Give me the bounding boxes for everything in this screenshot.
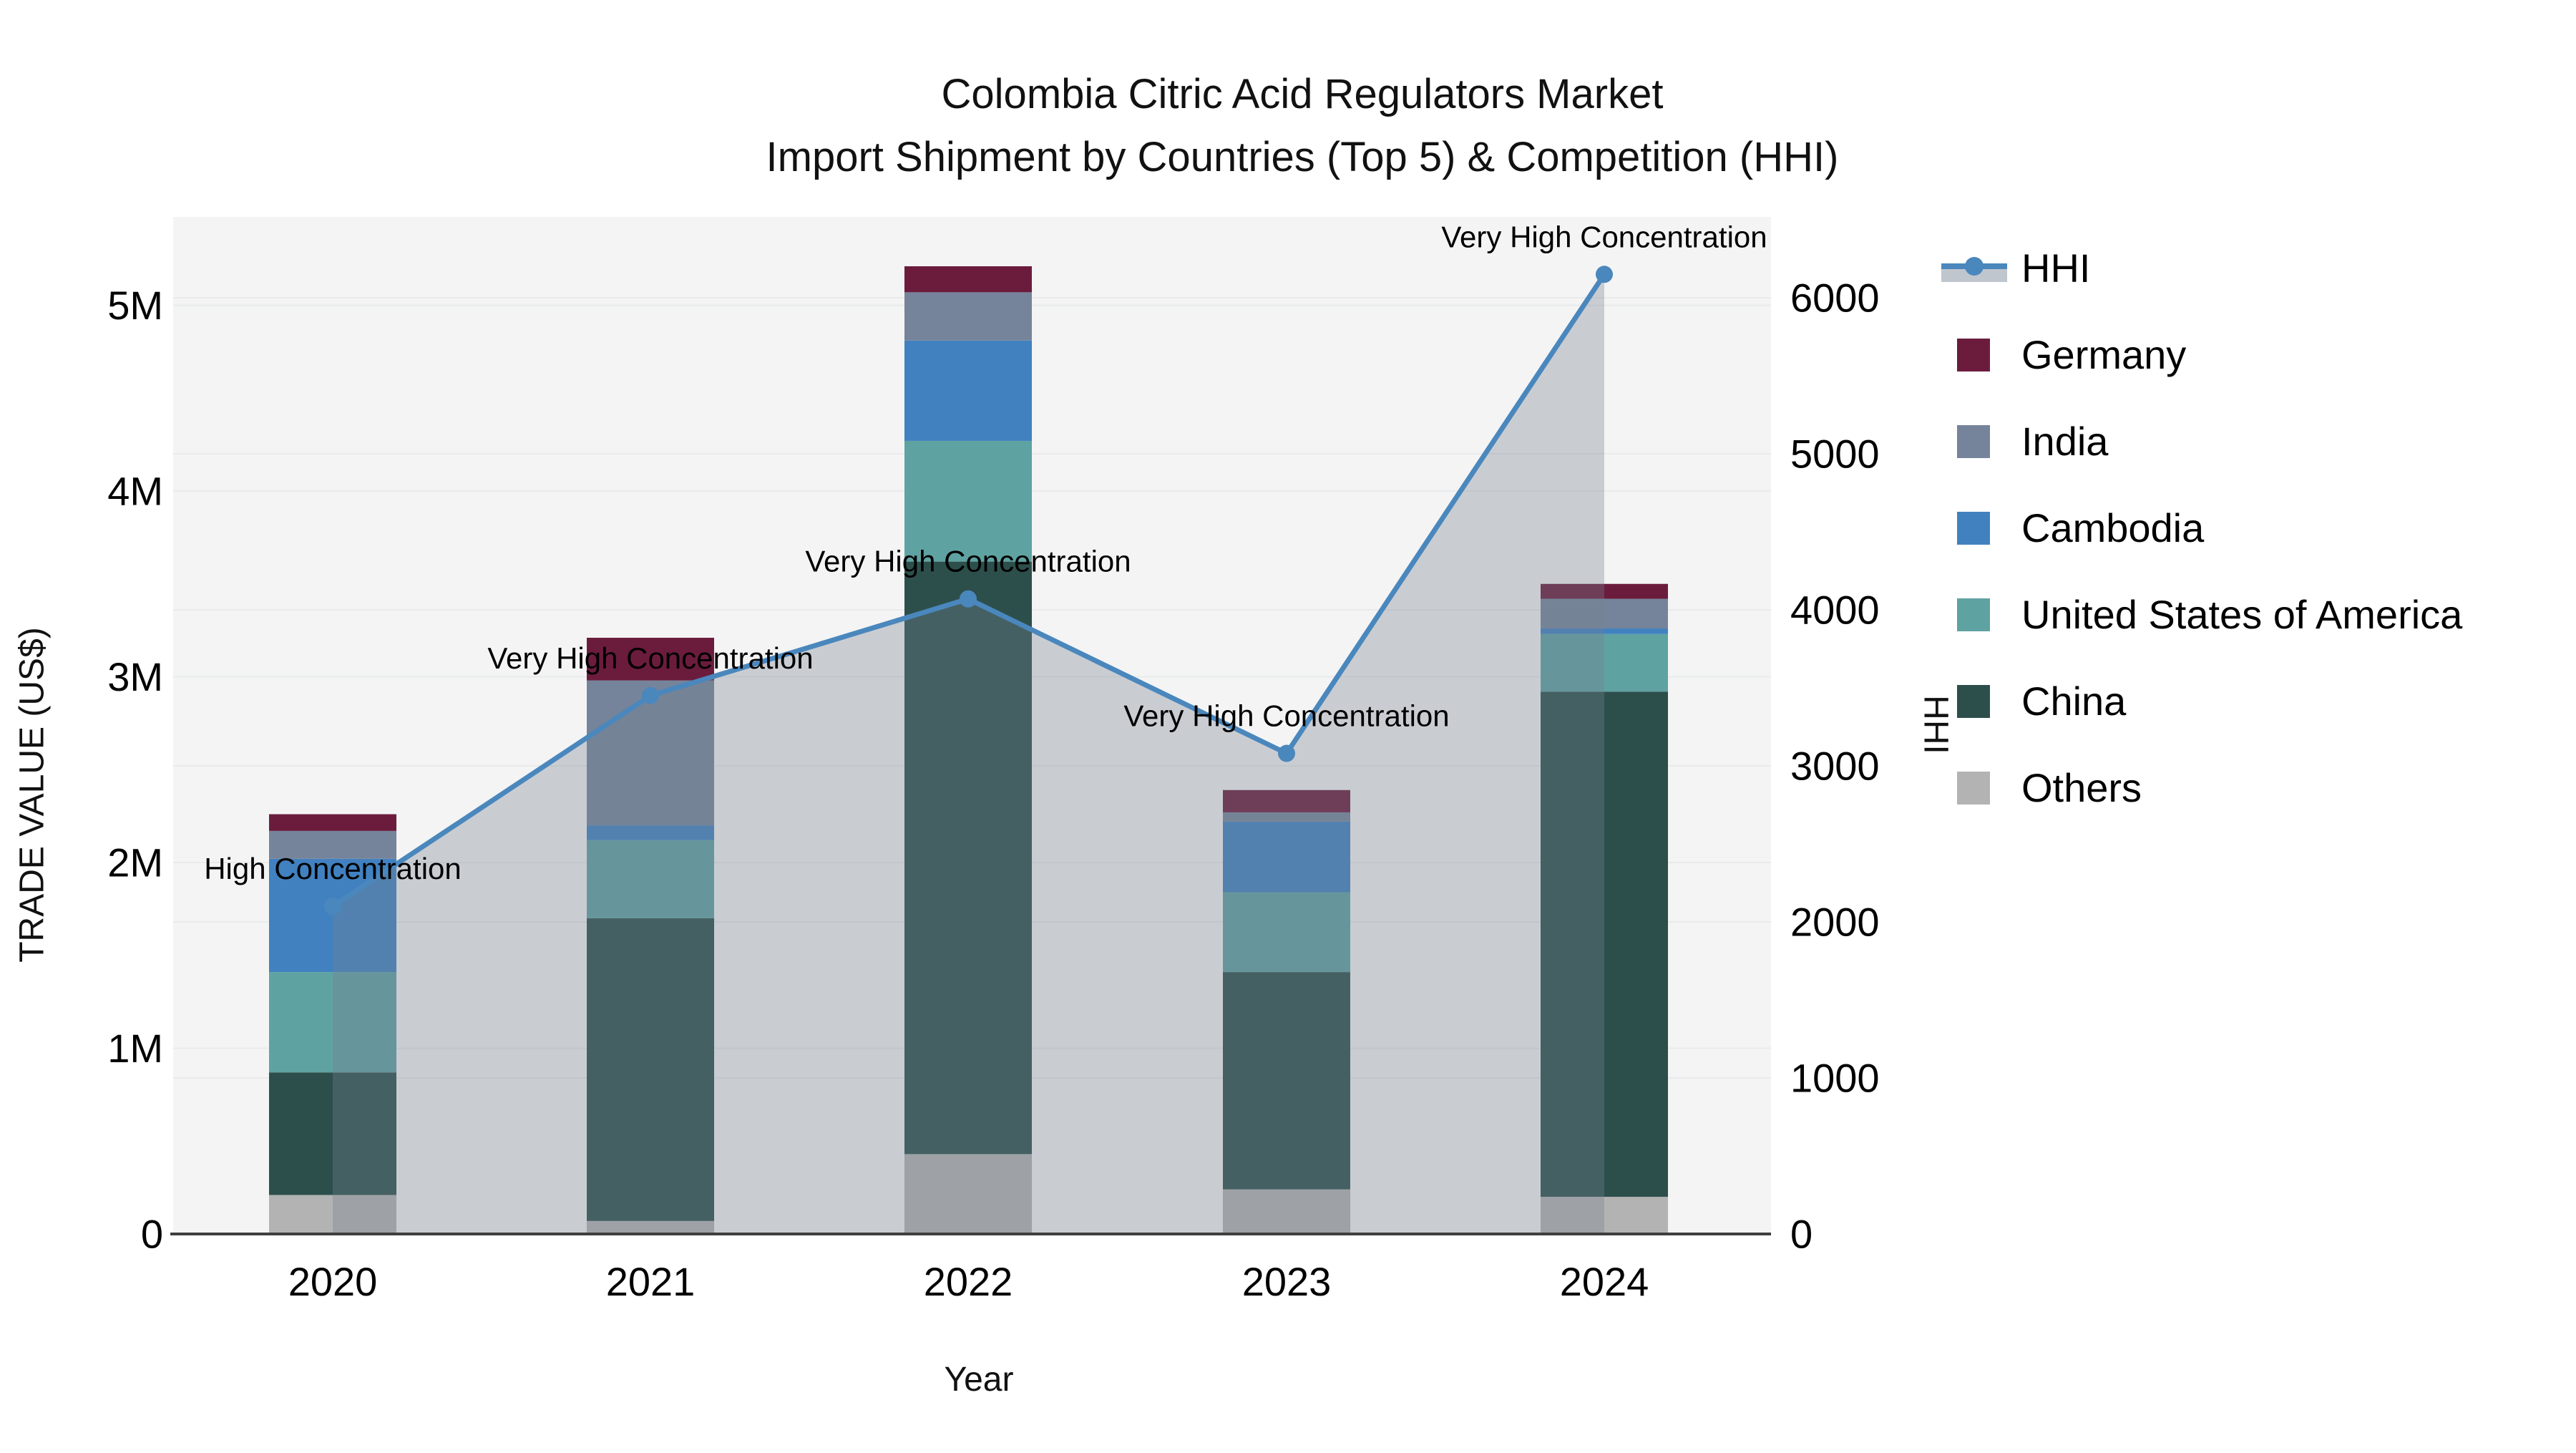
- legend-item-germany[interactable]: Germany: [1941, 311, 2462, 398]
- bar-segment-germany-2024[interactable]: [1541, 583, 1668, 599]
- y-left-tick-label-0: 0: [141, 1212, 163, 1257]
- y-right-tick-label-0: 0: [1790, 1212, 1813, 1257]
- bar-segment-germany-2022[interactable]: [904, 266, 1032, 293]
- annotation-2020: High Concentration: [204, 852, 462, 885]
- legend-item-cambodia[interactable]: Cambodia: [1941, 485, 2462, 571]
- bar-segment-cambodia-2021[interactable]: [587, 825, 714, 840]
- x-tick-label-2024: 2024: [1560, 1259, 1649, 1304]
- y-right-tick-label-2000: 2000: [1790, 900, 1880, 945]
- legend-color-square: [1957, 511, 1990, 545]
- legend-item-others[interactable]: Others: [1941, 744, 2462, 831]
- legend-label: Germany: [2021, 332, 2187, 377]
- x-tick-label-2022: 2022: [924, 1259, 1013, 1304]
- chart-title: Colombia Citric Acid Regulators Market I…: [29, 63, 2576, 189]
- hhi-line-icon: [1941, 248, 2007, 289]
- bar-segment-united-states-of-america-2024[interactable]: [1541, 633, 1668, 692]
- legend-item-united-states-of-america[interactable]: United States of America: [1941, 571, 2462, 658]
- x-tick-label-2021: 2021: [606, 1259, 696, 1304]
- bar-segment-united-states-of-america-2022[interactable]: [904, 440, 1032, 562]
- chart-title-line2: Import Shipment by Countries (Top 5) & C…: [766, 134, 1839, 180]
- legend-item-india[interactable]: India: [1941, 398, 2462, 485]
- bar-segment-china-2024[interactable]: [1541, 691, 1668, 1197]
- bar-segment-india-2020[interactable]: [269, 830, 396, 859]
- hhi-marker-2023[interactable]: [1278, 744, 1295, 762]
- x-axis-title: Year: [944, 1361, 1014, 1399]
- y-right-tick-label-3000: 3000: [1790, 744, 1880, 789]
- x-tick-label-2023: 2023: [1242, 1259, 1332, 1304]
- legend-swatch-icon: [1941, 594, 2007, 636]
- legend-label: United States of America: [2021, 592, 2463, 637]
- bar-segment-others-2020[interactable]: [269, 1195, 396, 1234]
- y-left-tick-label-1M: 1M: [107, 1026, 163, 1071]
- legend-label: Others: [2021, 765, 2142, 810]
- bar-segment-cambodia-2023[interactable]: [1223, 821, 1350, 893]
- bar-segment-others-2021[interactable]: [587, 1220, 714, 1234]
- legend-label: China: [2021, 679, 2127, 724]
- bar-segment-united-states-of-america-2020[interactable]: [269, 972, 396, 1073]
- legend: HHI Germany India Cambodia United States of …: [1941, 225, 2462, 831]
- annotation-2021: Very High Concentration: [487, 641, 813, 675]
- bar-segment-cambodia-2022[interactable]: [904, 340, 1032, 441]
- y-left-tick-label-3M: 3M: [107, 654, 163, 699]
- y-left-tick-label-5M: 5M: [107, 283, 163, 328]
- legend-swatch-icon: [1941, 767, 2007, 809]
- legend-label: India: [2021, 419, 2109, 464]
- legend-swatch-icon: [1941, 681, 2007, 722]
- bar-segment-cambodia-2024[interactable]: [1541, 628, 1668, 634]
- legend-color-square: [1957, 598, 1990, 631]
- bar-segment-india-2024[interactable]: [1541, 598, 1668, 629]
- bar-segment-china-2022[interactable]: [904, 561, 1032, 1155]
- chart-title-line1: Colombia Citric Acid Regulators Market: [941, 71, 1664, 117]
- x-tick-label-2020: 2020: [288, 1259, 378, 1304]
- bar-segment-germany-2021[interactable]: [587, 638, 714, 681]
- legend-item-china[interactable]: China: [1941, 658, 2462, 744]
- bar-segment-china-2023[interactable]: [1223, 972, 1350, 1190]
- y-right-tick-label-4000: 4000: [1790, 588, 1880, 633]
- y-left-tick-label-4M: 4M: [107, 469, 163, 514]
- bar-segment-others-2024[interactable]: [1541, 1197, 1668, 1234]
- bar-segment-india-2023[interactable]: [1223, 812, 1350, 822]
- annotation-2024: Very High Concentration: [1441, 220, 1767, 253]
- hhi-marker-2020[interactable]: [324, 898, 341, 915]
- bar-segment-others-2023[interactable]: [1223, 1189, 1350, 1234]
- bar-segment-others-2022[interactable]: [904, 1154, 1032, 1234]
- hhi-area-fill: [333, 274, 1604, 1234]
- legend-color-square: [1957, 424, 1990, 458]
- bar-segment-india-2021[interactable]: [587, 680, 714, 826]
- annotation-2022: Very High Concentration: [805, 545, 1131, 578]
- legend-color-square: [1957, 338, 1990, 371]
- legend-label: HHI: [2021, 246, 2091, 291]
- legend-item-hhi[interactable]: HHI: [1941, 225, 2462, 311]
- legend-swatch-icon: [1941, 334, 2007, 376]
- hhi-marker-2021[interactable]: [642, 686, 659, 704]
- y-right-tick-label-5000: 5000: [1790, 432, 1880, 477]
- legend-color-square: [1957, 771, 1990, 805]
- bar-segment-china-2021[interactable]: [587, 918, 714, 1221]
- bar-segment-germany-2020[interactable]: [269, 814, 396, 831]
- legend-color-square: [1957, 684, 1990, 718]
- bar-segment-india-2022[interactable]: [904, 292, 1032, 341]
- y-left-axis-title: TRADE VALUE (US$): [13, 627, 52, 963]
- y-left-tick-label-2M: 2M: [107, 840, 163, 885]
- bar-segment-united-states-of-america-2023[interactable]: [1223, 892, 1350, 973]
- y-right-tick-label-6000: 6000: [1790, 276, 1880, 321]
- legend-swatch-icon: [1941, 507, 2007, 549]
- y-right-tick-label-1000: 1000: [1790, 1056, 1880, 1101]
- hhi-marker-2024[interactable]: [1596, 266, 1613, 283]
- bar-segment-germany-2023[interactable]: [1223, 789, 1350, 812]
- hhi-marker-2022[interactable]: [960, 590, 977, 608]
- annotation-2023: Very High Concentration: [1123, 699, 1449, 733]
- legend-swatch-icon: [1941, 421, 2007, 462]
- legend-label: Cambodia: [2021, 505, 2205, 550]
- bar-segment-united-states-of-america-2021[interactable]: [587, 840, 714, 918]
- bar-segment-china-2020[interactable]: [269, 1072, 396, 1195]
